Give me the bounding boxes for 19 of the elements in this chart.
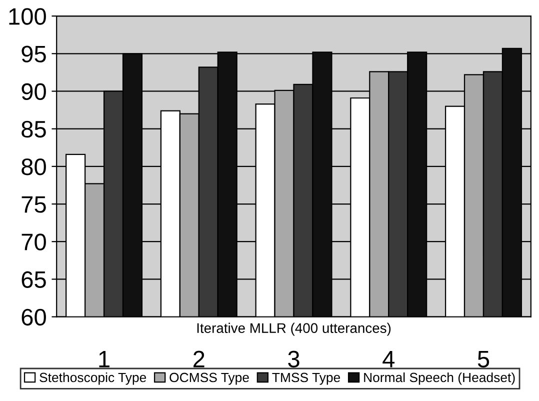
x-axis-title: Iterative MLLR (400 utterances) (197, 322, 391, 336)
y-tick-label: 80 (22, 158, 46, 176)
legend-label: OCMSS Type (170, 372, 249, 385)
legend-label: TMSS Type (272, 372, 340, 385)
x-tick-label: 1 (99, 350, 110, 368)
y-tick-label: 95 (22, 46, 46, 62)
y-tick-label: 85 (22, 120, 46, 138)
x-tick-label: 2 (194, 350, 204, 368)
x-tick-label: 4 (382, 350, 394, 368)
x-tick-label: 5 (478, 350, 490, 368)
y-tick-label: 65 (22, 271, 46, 288)
y-tick-label: 75 (22, 196, 46, 213)
legend-label: Stethoscopic Type (40, 372, 146, 385)
x-tick-label: 3 (288, 350, 300, 368)
y-tick-label: 70 (22, 234, 46, 250)
y-tick-label: 60 (22, 308, 46, 326)
legend-label: Normal Speech (Headset) (364, 372, 515, 385)
y-tick-label: 90 (22, 83, 46, 100)
y-tick-label: 100 (9, 8, 46, 25)
